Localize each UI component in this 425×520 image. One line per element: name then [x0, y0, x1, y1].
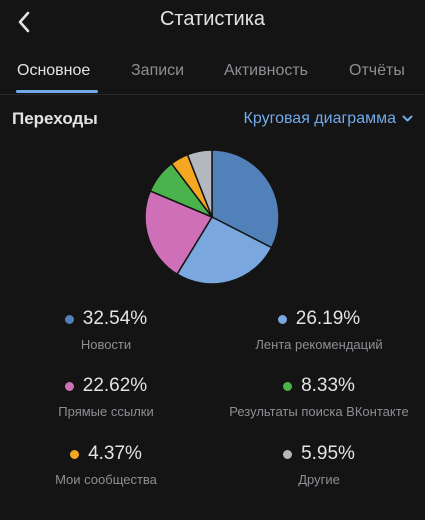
tab-main[interactable]: Основное	[17, 62, 91, 79]
chevron-left-icon	[18, 11, 30, 33]
legend-value-row: 26.19%	[213, 308, 425, 330]
chart-type-selector[interactable]: Круговая диаграмма	[244, 110, 413, 128]
legend-value: 8.33%	[301, 375, 355, 396]
tab-activity[interactable]: Активность	[224, 62, 309, 79]
legend-color-dot	[64, 314, 74, 324]
legend-label: Другие	[298, 472, 340, 487]
section-title: Переходы	[12, 109, 98, 128]
legend-label: Результаты поиска ВКонтакте	[229, 404, 409, 419]
legend-color-dot	[283, 381, 293, 391]
page-title: Статистика	[159, 8, 266, 30]
legend-value-row: 4.37%	[0, 443, 212, 465]
legend-label: Мои сообщества	[55, 472, 157, 487]
legend-color-dot	[70, 449, 80, 459]
legend-item: 4.37% Мои сообщества	[0, 443, 212, 487]
pie-chart	[144, 149, 280, 285]
back-button[interactable]	[8, 6, 40, 38]
active-tab-indicator	[16, 90, 98, 93]
pie-slice	[176, 216, 273, 285]
pie-slice	[144, 189, 214, 276]
legend-label: Прямые ссылки	[58, 404, 154, 419]
legend-item: 32.54% Новости	[0, 308, 212, 352]
legend-color-dot	[283, 449, 293, 459]
legend-label: Новости	[80, 337, 132, 352]
legend-value-row: 8.33%	[213, 375, 425, 397]
tab-posts[interactable]: Записи	[131, 62, 185, 79]
tab-bar: Основное Записи Активность Отчёты	[0, 56, 425, 95]
legend-value: 4.37%	[88, 443, 142, 464]
legend-item: 22.62% Прямые ссылки	[0, 375, 212, 419]
legend-item: 5.95% Другие	[213, 443, 425, 487]
legend-item: 26.19% Лента рекомендаций	[213, 308, 425, 352]
legend-color-dot	[277, 314, 287, 324]
legend-label: Лента рекомендаций	[255, 337, 383, 352]
legend-value-row: 22.62%	[0, 375, 212, 397]
legend-value: 22.62%	[82, 375, 148, 396]
pie-slice	[186, 149, 213, 218]
tab-reports[interactable]: Отчёты	[349, 62, 405, 79]
pie-slice	[211, 149, 280, 249]
legend-value: 5.95%	[301, 443, 355, 464]
legend-value-row: 32.54%	[0, 308, 212, 330]
legend-value: 26.19%	[295, 308, 361, 329]
legend-color-dot	[64, 381, 74, 391]
top-bar: Статистика	[0, 0, 425, 44]
chart-type-label: Круговая диаграмма	[243, 110, 396, 127]
legend-value-row: 5.95%	[213, 443, 425, 465]
legend-item: 8.33% Результаты поиска ВКонтакте	[213, 375, 425, 419]
chevron-down-icon	[402, 115, 413, 122]
legend-value: 32.54%	[82, 308, 148, 329]
